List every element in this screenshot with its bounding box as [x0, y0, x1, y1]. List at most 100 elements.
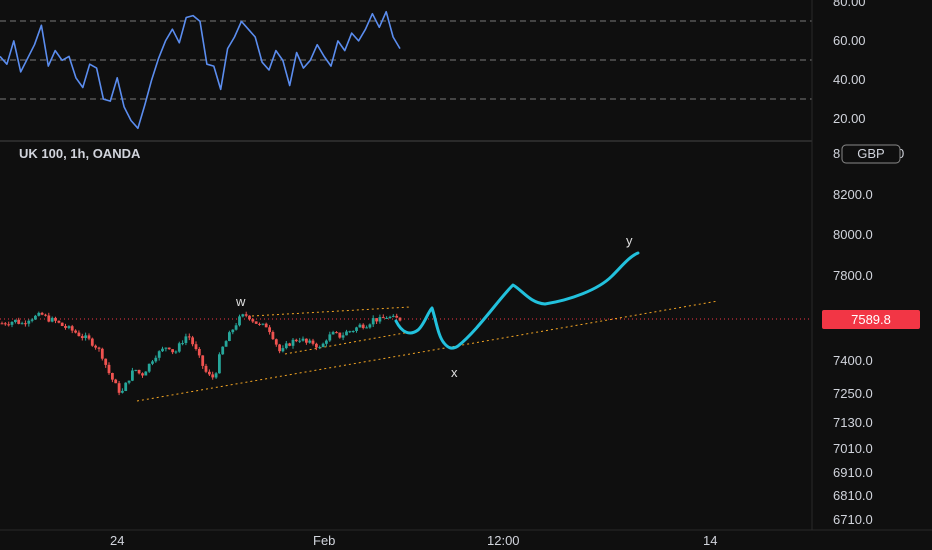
candle-body[interactable] — [100, 348, 104, 359]
candle-body[interactable] — [174, 351, 178, 353]
rsi-axis[interactable]: 80.00 60.00 40.00 20.00 — [833, 0, 866, 126]
candle-body[interactable] — [274, 339, 278, 345]
candle-body[interactable] — [398, 317, 402, 321]
candle-body[interactable] — [34, 315, 37, 320]
candle-body[interactable] — [154, 357, 158, 362]
candle-body[interactable] — [238, 316, 241, 326]
candle-body[interactable] — [20, 323, 24, 325]
candle-body[interactable] — [50, 317, 54, 322]
candle-body[interactable] — [24, 323, 27, 325]
candle-body[interactable] — [241, 314, 245, 317]
candle-body[interactable] — [288, 343, 291, 346]
candle-body[interactable] — [191, 337, 194, 345]
candle-body[interactable] — [381, 317, 385, 319]
candle-body[interactable] — [177, 343, 181, 352]
candle-body[interactable] — [355, 327, 358, 331]
candle-body[interactable] — [77, 332, 81, 337]
candle-body[interactable] — [171, 349, 174, 353]
candle-body[interactable] — [124, 382, 128, 391]
wave-label-y[interactable]: y — [626, 233, 633, 248]
candle-body[interactable] — [84, 335, 87, 338]
candle-body[interactable] — [361, 324, 365, 328]
candle-body[interactable] — [54, 317, 57, 321]
candle-body[interactable] — [325, 340, 328, 344]
candle-body[interactable] — [331, 332, 335, 335]
candle-body[interactable] — [291, 339, 295, 346]
candle-body[interactable] — [218, 354, 221, 374]
candle-body[interactable] — [131, 370, 134, 381]
candle-body[interactable] — [40, 312, 44, 315]
candle-body[interactable] — [231, 329, 235, 333]
candle-body[interactable] — [371, 318, 375, 325]
candle-body[interactable] — [37, 312, 41, 316]
candle-body[interactable] — [80, 336, 84, 338]
candle-body[interactable] — [301, 338, 305, 341]
candle-body[interactable] — [358, 324, 362, 328]
candle-body[interactable] — [244, 314, 248, 316]
candle-body[interactable] — [298, 340, 302, 342]
candle-body[interactable] — [341, 335, 345, 338]
projected-wave-path[interactable] — [394, 251, 640, 350]
candle-body[interactable] — [368, 324, 372, 328]
candle-body[interactable] — [194, 344, 198, 349]
candle-body[interactable] — [111, 373, 114, 380]
candle-body[interactable] — [261, 323, 265, 325]
time-axis[interactable]: 24 Feb 12:00 14 — [110, 533, 717, 548]
candle-body[interactable] — [107, 364, 111, 374]
trendline-drawings[interactable] — [136, 300, 719, 402]
candle-body[interactable] — [388, 316, 392, 318]
candle-body[interactable] — [134, 369, 138, 371]
candle-body[interactable] — [345, 331, 348, 336]
candle-body[interactable] — [395, 315, 399, 318]
price-axis[interactable]: 8200.0 8000.0 7800.0 7400.0 7250.0 7130.… — [833, 187, 873, 527]
candle-body[interactable] — [328, 334, 332, 341]
candle-body[interactable] — [315, 343, 318, 348]
candle-body[interactable] — [271, 332, 275, 340]
candle-body[interactable] — [184, 336, 188, 343]
candle-body[interactable] — [117, 383, 121, 393]
candle-body[interactable] — [30, 319, 34, 321]
candle-body[interactable] — [375, 318, 378, 322]
candle-body[interactable] — [127, 380, 131, 383]
candle-body[interactable] — [157, 351, 161, 358]
candle-body[interactable] — [147, 363, 151, 372]
candle-body[interactable] — [228, 332, 231, 341]
candle-body[interactable] — [90, 338, 94, 346]
candle-body[interactable] — [204, 365, 208, 372]
candle-body[interactable] — [97, 347, 101, 349]
candle-body[interactable] — [351, 331, 355, 332]
candle-body[interactable] — [7, 324, 11, 326]
candle-body[interactable] — [87, 335, 91, 339]
candle-body[interactable] — [167, 347, 171, 350]
candle-body[interactable] — [258, 323, 261, 325]
lower-support-trendline[interactable] — [136, 300, 719, 402]
candle-body[interactable] — [44, 314, 47, 316]
candle-body[interactable] — [14, 319, 17, 322]
candle-body[interactable] — [47, 315, 51, 322]
symbol-label[interactable]: UK 100, 1h, OANDA — [19, 146, 141, 161]
candle-body[interactable] — [141, 373, 144, 376]
candle-body[interactable] — [161, 348, 164, 352]
wave-label-w[interactable]: w — [235, 294, 246, 309]
current-price-tag[interactable]: 7589.8 — [822, 310, 920, 329]
candle-body[interactable] — [308, 340, 312, 343]
candle-body[interactable] — [151, 361, 154, 364]
candle-body[interactable] — [64, 326, 67, 328]
candle-body[interactable] — [221, 346, 225, 355]
candle-body[interactable] — [3, 323, 7, 325]
candle-body[interactable] — [114, 379, 118, 384]
candle-body[interactable] — [305, 338, 308, 343]
candle-body[interactable] — [121, 390, 124, 393]
candle-body[interactable] — [391, 315, 395, 317]
candle-body[interactable] — [365, 327, 368, 329]
channel-lower-trendline[interactable] — [284, 331, 411, 355]
candle-body[interactable] — [57, 320, 61, 323]
candle-body[interactable] — [0, 323, 4, 325]
candle-body[interactable] — [70, 326, 74, 331]
candle-body[interactable] — [208, 371, 211, 375]
candle-body[interactable] — [338, 332, 342, 338]
candle-body[interactable] — [67, 326, 71, 328]
candle-body[interactable] — [264, 323, 268, 328]
candle-body[interactable] — [348, 331, 352, 333]
candle-body[interactable] — [17, 319, 21, 324]
